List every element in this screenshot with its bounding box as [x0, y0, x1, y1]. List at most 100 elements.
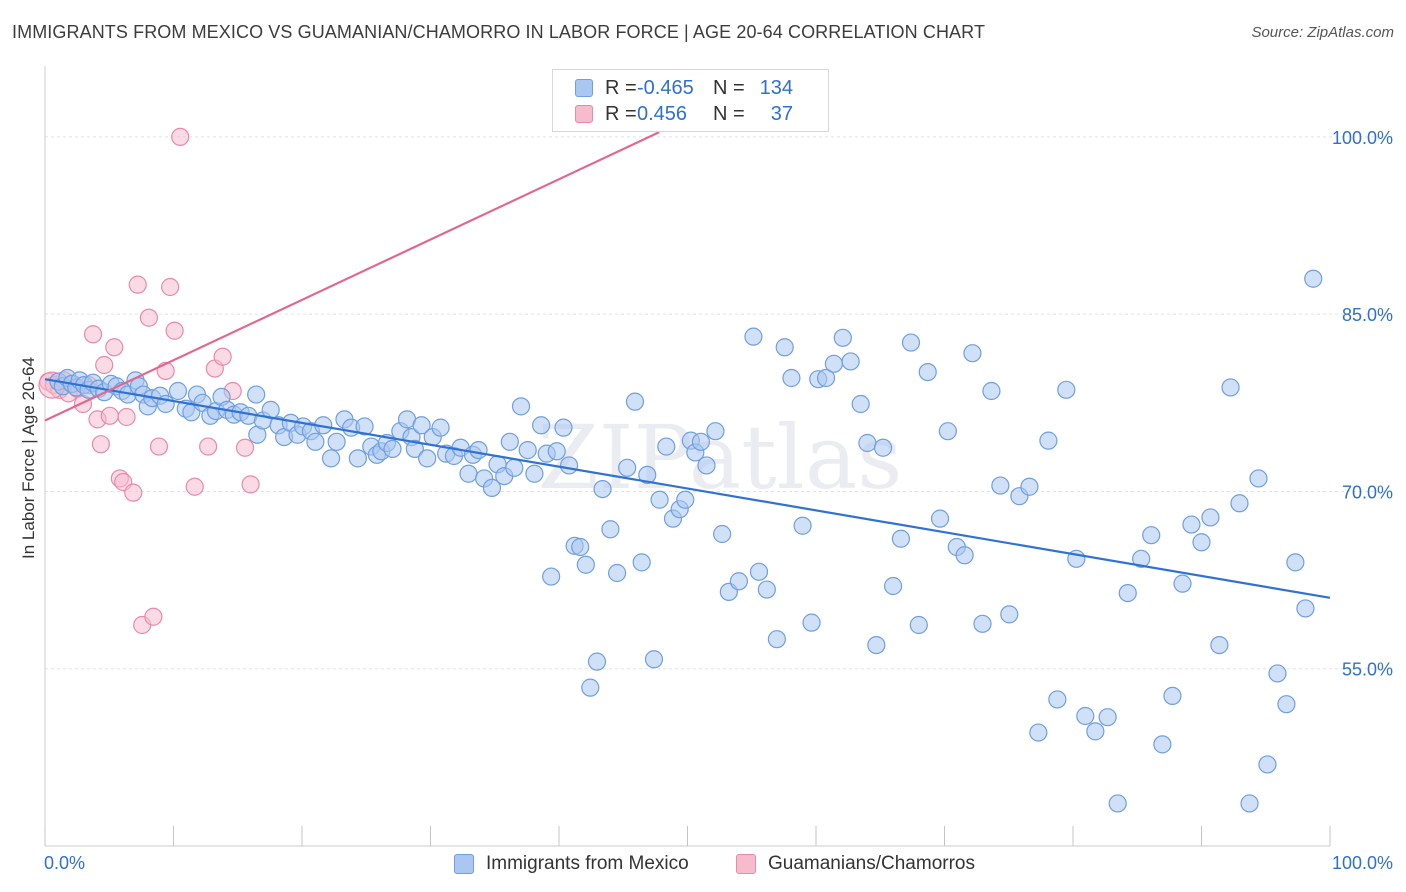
mexico-point: [1182, 515, 1201, 534]
mexico-point: [1286, 553, 1305, 572]
x-tick-label: 100.0%: [1332, 853, 1393, 873]
mexico-point: [713, 524, 732, 544]
legend-row-guamanians: R = 0.456 N = 37: [575, 102, 793, 126]
mexico-point: [459, 464, 478, 483]
mexico-point: [412, 416, 431, 435]
mexico-point: [930, 509, 950, 528]
mexico-point: [418, 449, 437, 468]
y-axis-label: In Labor Force | Age 20-64: [19, 357, 38, 559]
mexico-point: [767, 630, 786, 649]
source-label: Source: ZipAtlas.com: [1251, 24, 1394, 41]
guamanians-point: [83, 325, 103, 344]
mexico-point: [554, 418, 573, 437]
mexico-point: [909, 615, 928, 635]
mexico-point: [757, 580, 776, 599]
mexico-point: [858, 433, 877, 453]
series-mexico-points: [49, 269, 1323, 813]
mexico-point: [618, 458, 637, 477]
bottom-legend-label-mexico: Immigrants from Mexico: [486, 853, 689, 874]
y-tick-label: 70.0%: [1342, 482, 1393, 502]
mexico-point: [1020, 477, 1039, 496]
gridlines: [45, 136, 1395, 670]
mexico-point: [601, 520, 620, 539]
mexico-point: [883, 576, 903, 596]
mexico-point: [918, 362, 937, 382]
mexico-point: [518, 440, 537, 460]
mexico-point: [1210, 635, 1229, 655]
mexico-point: [1029, 723, 1048, 742]
mexico-point: [306, 432, 325, 451]
chart-title: IMMIGRANTS FROM MEXICO VS GUAMANIAN/CHAM…: [12, 22, 986, 42]
legend-n-label: N =: [713, 102, 745, 125]
guamanians-point: [117, 407, 136, 427]
mexico-point: [321, 449, 341, 468]
mexico-point: [1268, 664, 1287, 683]
guamanians-point: [149, 437, 169, 456]
mexico-point: [644, 650, 664, 669]
mexico-point: [1153, 735, 1172, 754]
mexico-point: [1000, 605, 1019, 624]
mexico-point: [405, 439, 424, 459]
legend-r-value: 0.456: [637, 102, 688, 125]
mexico-point: [1118, 583, 1137, 603]
mexico-point: [542, 567, 561, 586]
mexico-point: [657, 437, 676, 456]
mexico-point: [625, 392, 645, 411]
mexico-point: [793, 516, 812, 535]
mexico-point: [867, 635, 886, 655]
guamanians-point: [128, 275, 147, 294]
legend-n-value: 134: [759, 76, 793, 99]
mexico-point: [1230, 494, 1249, 513]
mexico-point: [816, 368, 836, 388]
mexico-point: [802, 613, 821, 632]
guamanians-trend-line: [44, 131, 660, 422]
mexico-point: [355, 417, 374, 436]
guamanians-point: [100, 406, 119, 425]
legend-n-value: 37: [770, 102, 793, 125]
x-tick-label: 0.0%: [44, 853, 85, 873]
legend-r-label: R =: [605, 102, 637, 125]
trend-lines: [44, 131, 1331, 599]
mexico-point: [938, 422, 957, 441]
mexico-point: [706, 422, 725, 441]
guamanians-point: [241, 475, 260, 494]
mexico-point: [632, 553, 651, 572]
guamanians-point: [165, 321, 184, 340]
mexico-point: [1201, 508, 1220, 527]
mexico-trend-line: [44, 378, 1331, 599]
mexico-point: [676, 490, 695, 509]
guamanians-point: [105, 338, 124, 357]
mexico-point: [749, 562, 769, 581]
correlation-legend: R = -0.465 N = 134 R = 0.456 N = 37: [552, 69, 829, 132]
mexico-point: [697, 456, 716, 475]
mexico-point: [873, 438, 893, 457]
mexico-point: [955, 546, 974, 565]
legend-row-mexico: R = -0.465 N = 134: [575, 76, 793, 100]
mexico-point: [593, 479, 612, 499]
mexico-point: [1048, 690, 1067, 709]
mexico-point: [1098, 708, 1117, 727]
mexico-point: [500, 432, 519, 451]
guamanians-point: [171, 127, 190, 147]
axes: [44, 66, 1331, 847]
mexico-point: [608, 563, 627, 583]
mexico-point: [1296, 599, 1315, 618]
mexico-point: [973, 614, 992, 633]
guamanians-point: [139, 308, 159, 327]
bottom-legend-label-guamanians: Guamanians/Chamorros: [768, 853, 975, 874]
guamanians-point: [95, 355, 114, 375]
mexico-point: [691, 432, 711, 451]
mexico-point: [901, 333, 921, 352]
mexico-point: [1277, 695, 1296, 714]
mexico-point: [1221, 378, 1240, 397]
mexico-point: [963, 344, 982, 363]
mexico-point: [1173, 574, 1192, 593]
mexico-point: [775, 338, 794, 357]
mexico-point: [744, 327, 763, 346]
guamanians-point: [213, 347, 232, 366]
tick-labels: 55.0% 70.0% 85.0% 100.0% 0.0% 100.0%: [44, 128, 1393, 873]
guamanians-point: [91, 435, 110, 454]
mexico-point: [782, 368, 801, 388]
legend-swatch-pink: [575, 105, 593, 123]
